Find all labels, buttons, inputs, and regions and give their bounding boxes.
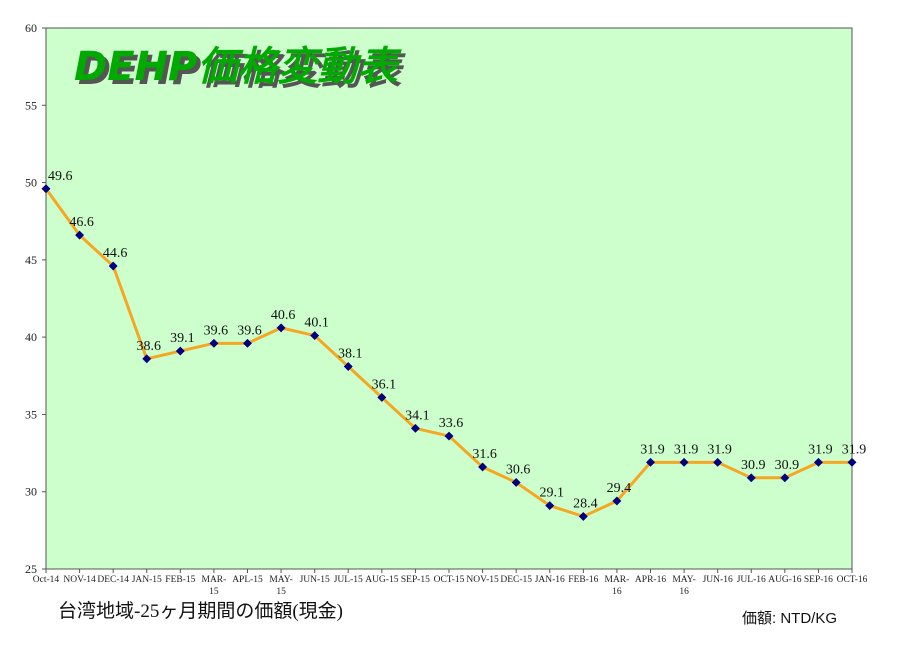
data-point-marker (645, 457, 656, 467)
x-tick-label: APR-16 (635, 575, 666, 585)
y-tick-label: 50 (25, 176, 37, 190)
x-tick-label: NOV-14 (63, 575, 96, 585)
chart-title-shadow: DEHP価格変動表 (78, 48, 406, 94)
data-point-marker (578, 511, 588, 521)
y-tick-label: 60 (25, 21, 37, 35)
data-label: 30.9 (741, 458, 766, 473)
data-label: 28.4 (573, 496, 598, 511)
x-tick-label: SEP-16 (804, 575, 833, 585)
x-tick-label: MAR-16 (605, 575, 630, 597)
data-label: 31.9 (640, 442, 665, 457)
x-tick-label: JAN-15 (132, 575, 162, 585)
y-tick-label: 35 (25, 407, 37, 421)
chart-title: DEHP価格変動表 (74, 44, 402, 90)
x-tick-label: Oct-14 (33, 575, 60, 585)
y-tick-label: 25 (25, 562, 37, 576)
data-point-marker (545, 501, 555, 511)
x-tick-label: NOV-15 (466, 575, 499, 585)
x-tick-label: JAN-16 (535, 575, 565, 585)
data-label: 39.1 (170, 331, 195, 346)
x-tick-label: JUN-15 (300, 575, 330, 585)
data-label: 33.6 (439, 416, 464, 431)
data-label: 40.1 (304, 316, 329, 331)
y-tick-label: 40 (25, 330, 37, 344)
footer-region-note: 台湾地域-25ヶ月期間の価額(現金) (58, 601, 343, 622)
data-label: 36.1 (372, 377, 397, 392)
x-tick-label: APL-15 (232, 575, 263, 585)
data-point-marker (377, 392, 387, 402)
data-point-marker (75, 230, 85, 240)
data-point-marker (310, 331, 320, 341)
data-point-marker (478, 462, 488, 472)
data-label: 29.4 (607, 481, 632, 496)
price-series (41, 184, 857, 521)
y-axis: 25 30 35 40 45 50 55 60 (25, 21, 46, 576)
data-point-marker (343, 361, 353, 372)
y-tick-label: 30 (25, 485, 37, 499)
data-label: 34.1 (405, 408, 430, 423)
data-point-marker (175, 346, 185, 356)
x-tick-label: JUL-15 (334, 575, 363, 585)
data-point-marker (209, 338, 219, 348)
data-label: 31.9 (674, 442, 699, 457)
data-point-marker (679, 457, 689, 467)
data-label: 30.9 (775, 458, 800, 473)
x-tick-label: AUG-16 (768, 575, 801, 585)
data-label: 29.1 (540, 486, 565, 501)
data-label: 31.9 (707, 442, 732, 457)
data-point-marker (511, 477, 521, 487)
x-tick-label: JUL-16 (737, 575, 766, 585)
x-tick-label: SEP-15 (401, 575, 430, 585)
data-point-marker (746, 473, 756, 483)
data-point-marker (410, 423, 420, 433)
data-label: 44.6 (103, 246, 128, 261)
data-label: 30.6 (506, 462, 531, 477)
data-label: 49.6 (48, 169, 73, 184)
x-axis: Oct-14 NOV-14 DEC-14 JAN-15 FEB-15 MAR-15 APL-… (33, 569, 868, 597)
data-label: 31.9 (808, 442, 833, 457)
data-label: 38.1 (338, 347, 363, 362)
x-tick-label: MAR-15 (202, 575, 227, 597)
data-label: 39.6 (204, 323, 229, 338)
x-tick-label: AUG-15 (365, 575, 398, 585)
plot-area (45, 27, 853, 570)
data-point-marker (713, 457, 723, 467)
x-tick-label: DEC-14 (97, 575, 129, 585)
y-tick-label: 45 (25, 253, 37, 267)
data-point-marker (142, 354, 152, 364)
x-tick-label: MAY-15 (269, 575, 292, 597)
y-tick-label: 55 (25, 98, 37, 112)
x-tick-label: OCT-16 (837, 575, 868, 585)
data-point-marker (41, 184, 51, 194)
chart-title-group: DEHP価格変動表 DEHP価格変動表 (74, 44, 406, 94)
x-tick-label: OCT-15 (434, 575, 465, 585)
data-point-marker (242, 338, 253, 348)
x-tick-label: FEB-16 (568, 575, 598, 585)
data-point-marker (612, 496, 622, 506)
x-tick-label: JUN-16 (703, 575, 733, 585)
data-point-marker (108, 261, 118, 271)
data-label: 38.6 (137, 339, 162, 354)
data-point-marker (813, 457, 823, 467)
data-point-marker (276, 323, 286, 333)
x-tick-label: MAY-16 (672, 575, 695, 597)
data-point-marker (444, 431, 454, 441)
footer-unit-note: 価額: NTD/KG (742, 610, 838, 627)
data-point-marker (780, 473, 790, 483)
x-tick-label: FEB-15 (165, 575, 195, 585)
data-label: 31.6 (472, 447, 497, 462)
data-label: 46.6 (69, 215, 94, 230)
data-labels: 49.6 46.6 44.6 38.6 39.1 39.6 39.6 40.6 40.1 38.1… (48, 169, 866, 512)
data-label: 31.9 (842, 442, 867, 457)
data-point-marker (847, 457, 857, 467)
x-tick-label: DEC-15 (500, 575, 532, 585)
data-label: 39.6 (237, 323, 262, 338)
data-label: 40.6 (271, 308, 296, 323)
